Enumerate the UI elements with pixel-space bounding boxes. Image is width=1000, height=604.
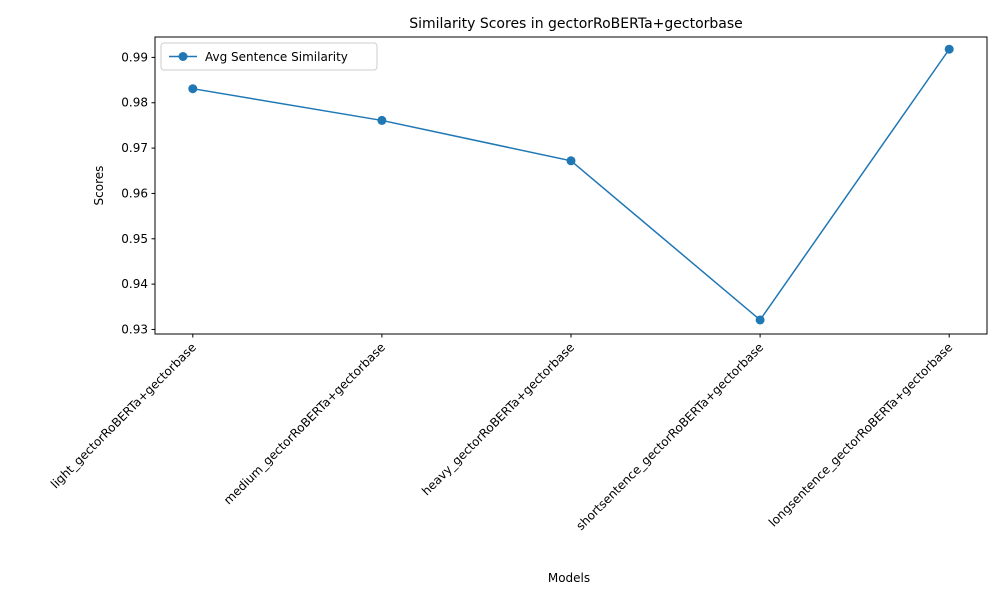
y-axis-label: Scores: [92, 166, 106, 206]
legend-marker: [178, 52, 188, 61]
legend-box: [160, 42, 378, 71]
legend: Avg Sentence Similarity: [160, 42, 378, 71]
y-tick-label: 0.96: [121, 186, 148, 200]
legend-label: Avg Sentence Similarity: [205, 50, 348, 64]
data-point: [944, 44, 954, 54]
x-tick-label: light_gectorRoBERTa+gectorbase: [48, 340, 199, 491]
series-layer: [188, 44, 954, 325]
x-axis-label: Models: [548, 571, 590, 585]
x-axis: light_gectorRoBERTa+gectorbase medium_gec…: [48, 334, 955, 533]
x-tick-label: medium_gectorRoBERTa+gectorbase: [221, 340, 388, 507]
y-tick-label: 0.95: [121, 232, 148, 246]
data-point: [566, 156, 576, 166]
x-tick-label: shortsentence_gectorRoBERTa+gectorbase: [573, 340, 766, 533]
y-tick-label: 0.97: [121, 141, 148, 155]
data-point: [755, 315, 765, 325]
data-point: [188, 84, 198, 94]
plot-area: [154, 36, 988, 335]
chart-title: Similarity Scores in gectorRoBERTa+gecto…: [409, 16, 743, 32]
series-line: [192, 48, 950, 322]
data-point: [377, 115, 387, 125]
y-tick-label: 0.98: [121, 96, 148, 110]
y-tick-label: 0.93: [121, 322, 148, 336]
x-tick-label: heavy_gectorRoBERTa+gectorbase: [419, 340, 577, 498]
y-axis: 0.93 0.94 0.95 0.96 0.97 0.98 0.99: [121, 50, 155, 336]
y-tick-label: 0.99: [121, 50, 148, 64]
x-tick-label: longsentence_gectorRoBERTa+gectorbase: [766, 340, 955, 529]
y-tick-label: 0.94: [121, 277, 148, 291]
